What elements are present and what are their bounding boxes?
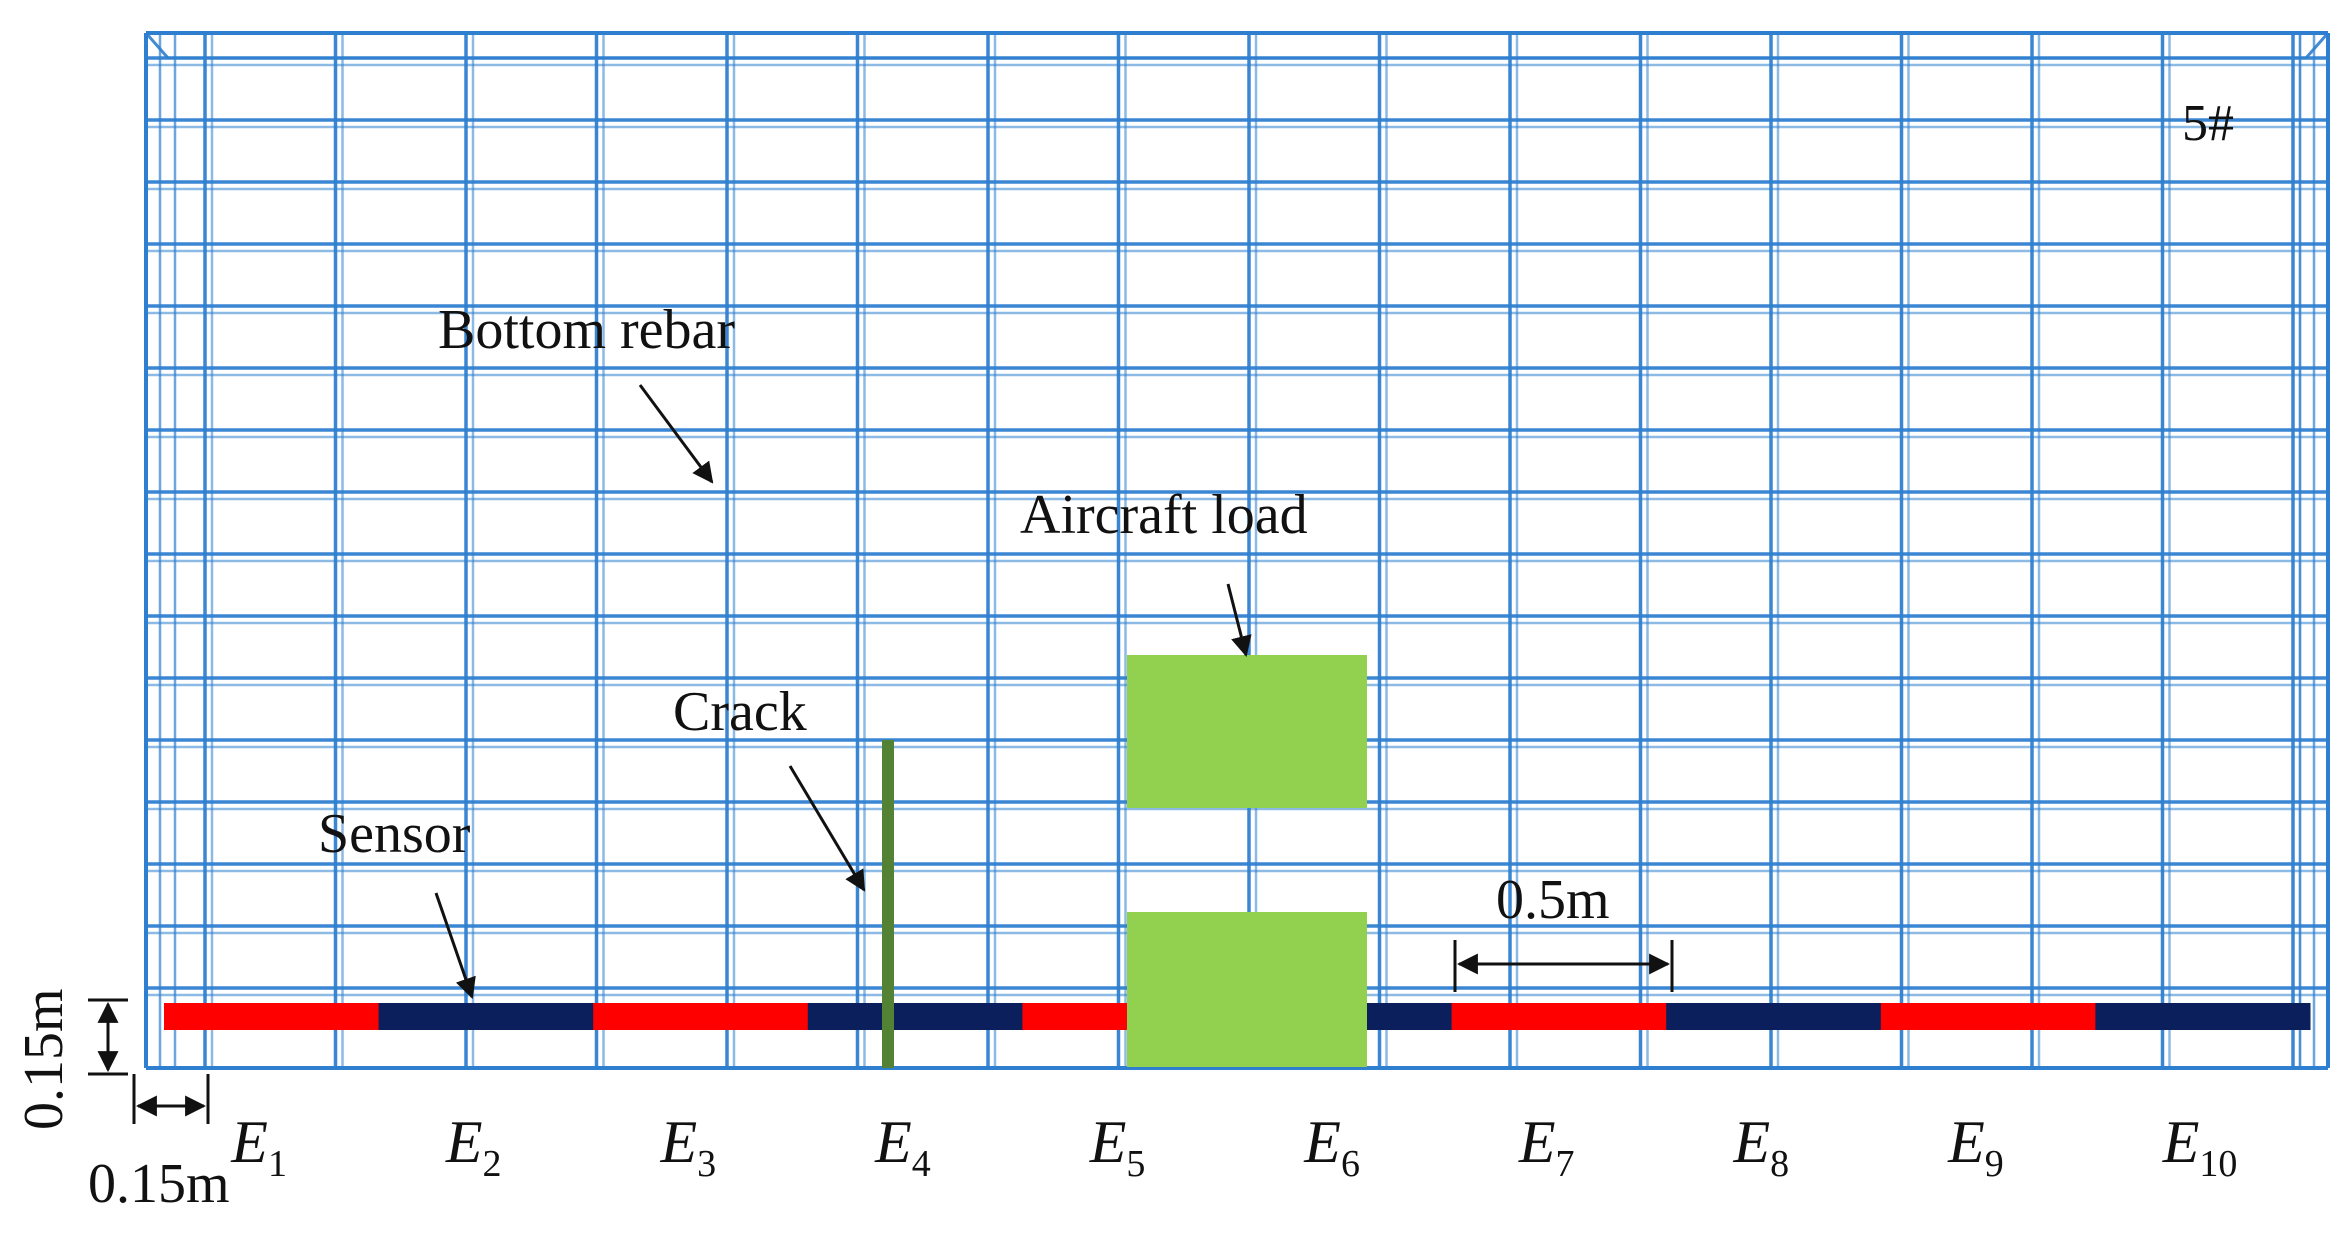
slab-id-label: 5#	[2182, 95, 2234, 152]
spacing-label: 0.5m	[1496, 869, 1610, 931]
sensor-label-e8: E8	[1733, 1109, 1790, 1185]
sensor-segment-e4	[807, 1003, 1023, 1030]
aircraft-load-block-upper	[1127, 655, 1367, 808]
sensor-segment-e9	[1880, 1003, 2096, 1030]
aircraft-load-block-lower	[1127, 912, 1367, 1067]
vertical-offset-label: 0.15m	[13, 988, 75, 1130]
sensor-label-e7: E7	[1518, 1109, 1575, 1185]
sensor-label-e10: E10	[2162, 1109, 2238, 1185]
sensor-segment-e10	[2095, 1003, 2311, 1030]
sensor-segment-e2	[378, 1003, 594, 1030]
sensor-label-e1: E1	[230, 1109, 287, 1185]
sensor-label-e3: E3	[660, 1109, 717, 1185]
rebar-frame-corner	[2304, 32, 2330, 59]
sensor-label-e9: E9	[1947, 1109, 2004, 1185]
sensor-segment-e3	[593, 1003, 809, 1030]
sensor-arrow	[434, 892, 476, 999]
bottom-rebar-arrow	[638, 384, 714, 484]
sensor-label: Sensor	[318, 803, 471, 865]
sensor-segment-e8	[1666, 1003, 1882, 1030]
aircraft-load-arrow	[1226, 583, 1252, 658]
aircraft-load-label: Aircraft load	[1020, 484, 1308, 546]
sensor-label-e6: E6	[1303, 1109, 1360, 1185]
sensor-label-e2: E2	[445, 1109, 502, 1185]
sensor-labels: E1 E2 E3 E4 E5 E6 E7 E8 E9 E10	[230, 1109, 2237, 1185]
sensor-label-e4: E4	[874, 1109, 931, 1185]
crack-label: Crack	[673, 681, 807, 743]
crack-arrow	[788, 765, 866, 892]
crack-line	[882, 740, 894, 1068]
rebar-frame-corner	[144, 32, 170, 59]
horizontal-offset-label: 0.15m	[88, 1153, 230, 1215]
sensor-segment-e7	[1451, 1003, 1667, 1030]
sensor-segment-e1	[164, 1003, 380, 1030]
bottom-rebar-label: Bottom rebar	[438, 299, 735, 361]
sensor-label-e5: E5	[1089, 1109, 1146, 1185]
bottom-rebar-grid	[144, 31, 2330, 1070]
